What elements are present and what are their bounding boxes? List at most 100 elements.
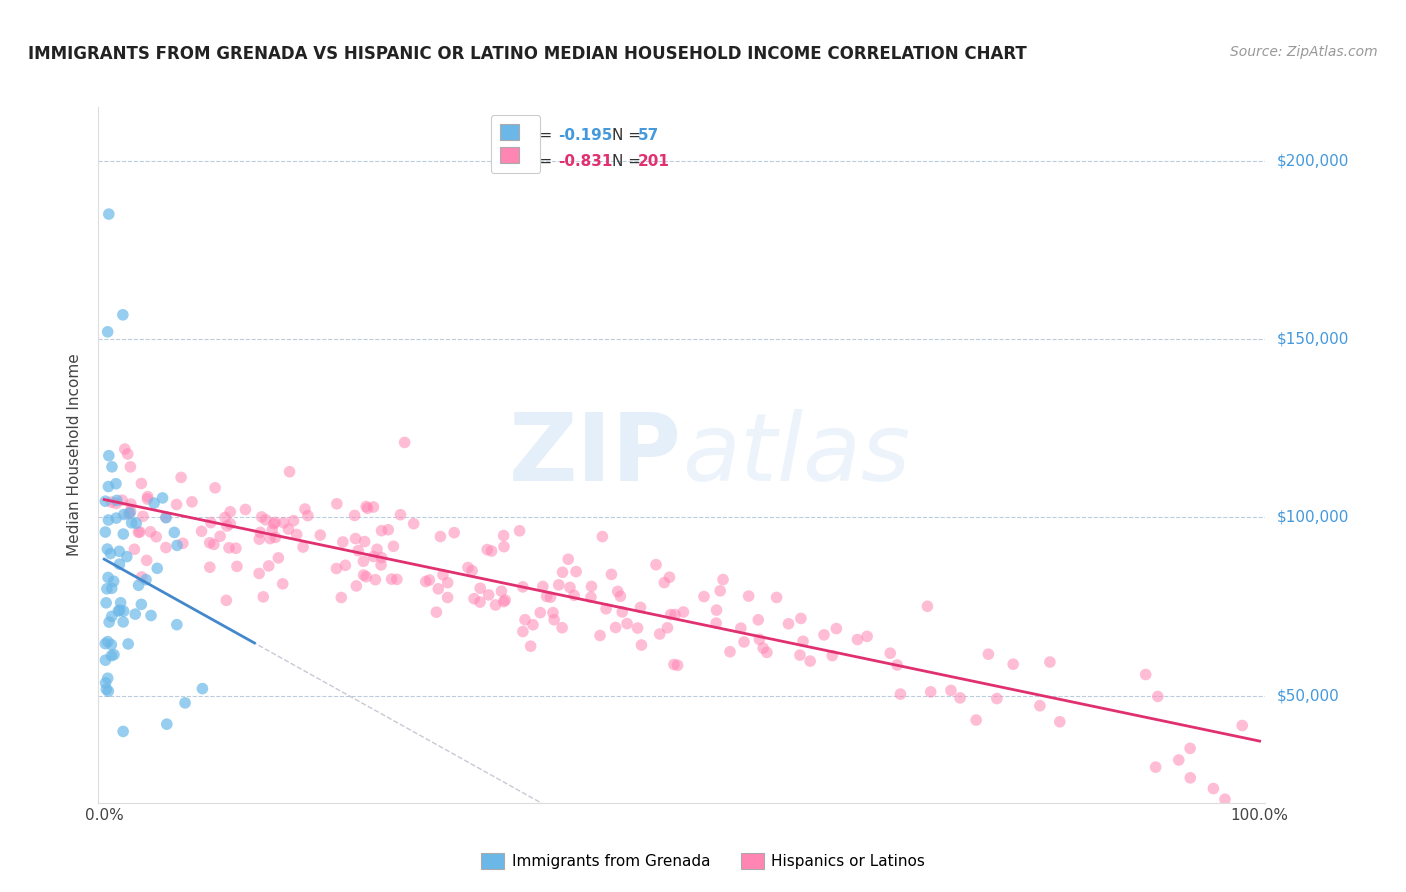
- Point: [263, 516, 285, 531]
- Point: [778, 616, 800, 631]
- Point: [110, 596, 132, 610]
- Point: [429, 529, 451, 543]
- Point: [551, 621, 574, 635]
- Point: [235, 502, 257, 516]
- Point: [191, 681, 214, 696]
- Point: [541, 606, 564, 620]
- Point: [124, 607, 146, 621]
- Text: -0.831: -0.831: [558, 153, 613, 169]
- Point: [128, 578, 150, 592]
- Y-axis label: Median Household Income: Median Household Income: [67, 353, 83, 557]
- Point: [120, 504, 142, 518]
- Point: [366, 542, 388, 557]
- Point: [98, 615, 121, 629]
- Point: [364, 573, 387, 587]
- Point: [765, 591, 787, 605]
- Point: [825, 622, 848, 636]
- Point: [325, 561, 347, 575]
- Point: [531, 579, 554, 593]
- Point: [1135, 667, 1157, 681]
- Point: [733, 635, 755, 649]
- Point: [382, 539, 405, 553]
- Point: [436, 591, 458, 605]
- Point: [821, 648, 844, 663]
- Point: [145, 530, 167, 544]
- Point: [166, 498, 188, 512]
- Point: [718, 645, 741, 659]
- Point: [118, 506, 141, 520]
- Text: N =: N =: [612, 153, 641, 169]
- Point: [354, 500, 377, 514]
- Text: $50,000: $50,000: [1277, 689, 1340, 703]
- Point: [94, 676, 117, 690]
- Point: [267, 550, 290, 565]
- Point: [278, 465, 301, 479]
- Point: [181, 495, 204, 509]
- Point: [112, 508, 135, 522]
- Point: [135, 573, 157, 587]
- Point: [332, 535, 354, 549]
- Text: $200,000: $200,000: [1277, 153, 1348, 168]
- Point: [124, 542, 146, 557]
- Point: [484, 598, 506, 612]
- Point: [146, 561, 169, 575]
- Point: [100, 547, 122, 561]
- Point: [215, 519, 238, 533]
- Point: [659, 607, 682, 622]
- Text: N =: N =: [612, 128, 641, 143]
- Point: [100, 638, 122, 652]
- Point: [415, 574, 437, 589]
- Point: [652, 575, 675, 590]
- Point: [190, 524, 212, 539]
- Point: [166, 538, 188, 552]
- Point: [343, 508, 366, 523]
- Point: [97, 671, 120, 685]
- Point: [711, 573, 734, 587]
- Point: [112, 604, 135, 618]
- Point: [1002, 657, 1025, 672]
- Point: [1178, 741, 1201, 756]
- Point: [394, 435, 416, 450]
- Point: [264, 516, 287, 530]
- Point: [591, 530, 613, 544]
- Point: [630, 600, 652, 615]
- Point: [103, 574, 125, 589]
- Point: [879, 646, 901, 660]
- Point: [105, 496, 128, 510]
- Point: [335, 558, 357, 573]
- Point: [97, 325, 120, 339]
- Point: [347, 543, 370, 558]
- Point: [139, 524, 162, 539]
- Point: [131, 598, 153, 612]
- Point: [131, 476, 153, 491]
- Point: [612, 605, 634, 619]
- Point: [155, 510, 177, 524]
- Point: [354, 570, 377, 584]
- Point: [662, 657, 685, 672]
- Point: [402, 516, 425, 531]
- Point: [512, 624, 534, 639]
- Point: [174, 696, 197, 710]
- Legend: , : ,: [491, 115, 540, 173]
- Text: atlas: atlas: [682, 409, 910, 500]
- Point: [94, 596, 117, 610]
- Point: [97, 449, 120, 463]
- Point: [626, 621, 648, 635]
- Point: [285, 527, 308, 541]
- Point: [97, 684, 120, 698]
- Point: [1202, 781, 1225, 796]
- Point: [494, 593, 516, 607]
- Point: [214, 510, 236, 524]
- Point: [143, 496, 166, 510]
- Point: [595, 602, 617, 616]
- Point: [252, 590, 274, 604]
- Point: [492, 528, 515, 542]
- Point: [247, 532, 270, 546]
- Point: [666, 658, 689, 673]
- Point: [664, 607, 686, 622]
- Point: [389, 508, 412, 522]
- Point: [509, 524, 531, 538]
- Point: [1049, 714, 1071, 729]
- Point: [356, 501, 378, 516]
- Point: [600, 567, 623, 582]
